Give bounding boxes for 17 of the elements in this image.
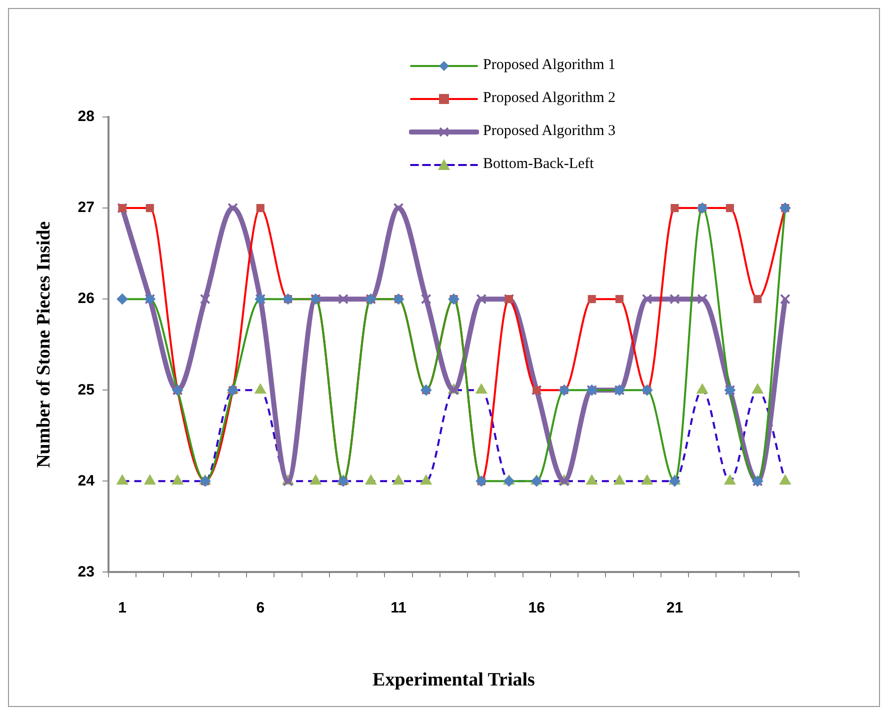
y-tick-label: 24 bbox=[78, 472, 96, 490]
y-tick-label: 23 bbox=[78, 563, 94, 580]
legend-label: Bottom-Back-Left bbox=[483, 156, 594, 173]
y-axis-title: Number of Stone Pieces Inside bbox=[33, 221, 54, 468]
legend-label: Proposed Algorithm 2 bbox=[483, 90, 616, 107]
y-tick-label: 25 bbox=[78, 381, 94, 398]
legend-label: Proposed Algorithm 1 bbox=[483, 57, 616, 74]
x-axis-title: Experimental Trials bbox=[372, 670, 535, 691]
legend-label: Proposed Algorithm 3 bbox=[483, 123, 616, 140]
y-tick-label: 27 bbox=[78, 199, 94, 216]
x-tick-label: 16 bbox=[528, 599, 545, 616]
x-tick-label: 6 bbox=[256, 599, 265, 616]
x-tick-label: 21 bbox=[666, 599, 684, 616]
y-tick-label: 28 bbox=[78, 108, 94, 126]
x-tick-label: 11 bbox=[390, 599, 406, 616]
y-tick-label: 26 bbox=[78, 290, 94, 308]
x-tick-label: 1 bbox=[118, 599, 126, 616]
